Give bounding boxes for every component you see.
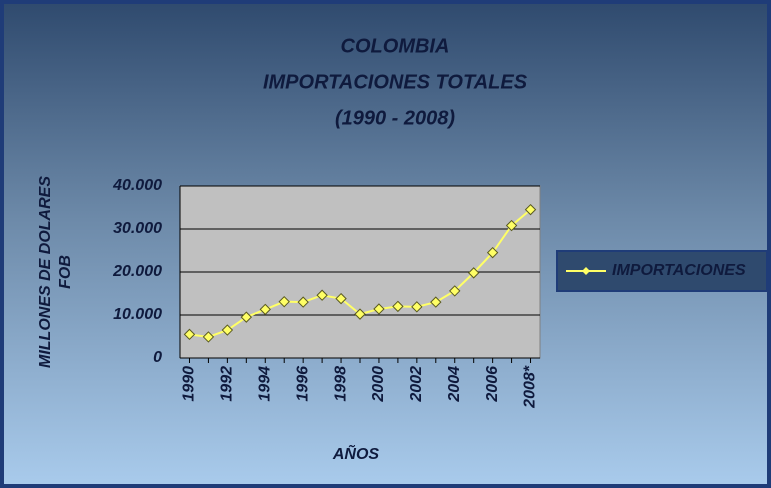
marker	[297, 296, 309, 308]
y-axis-label: MILLONES DE DOLARES	[37, 176, 54, 368]
marker	[335, 292, 347, 305]
legend-label: IMPORTACIONES	[612, 262, 746, 279]
marker	[467, 267, 480, 279]
y-tick-label: 40.000	[112, 177, 162, 194]
marker	[202, 331, 215, 343]
legend: IMPORTACIONES	[556, 250, 768, 292]
x-tick-label: 2004	[446, 366, 463, 403]
marker	[430, 296, 442, 308]
y-tick-label: 0	[153, 349, 162, 366]
chart-title: (1990 - 2008)	[335, 107, 455, 129]
x-tick-label: 1996	[294, 366, 311, 402]
marker	[411, 301, 423, 313]
y-tick-label: 20.000	[112, 263, 162, 280]
marker	[449, 285, 461, 297]
legend-marker	[582, 267, 590, 275]
marker	[373, 303, 385, 315]
marker	[240, 311, 253, 323]
x-tick-label: 1994	[256, 366, 273, 402]
marker	[486, 246, 499, 259]
marker	[259, 303, 271, 316]
x-tick-label: 2006	[484, 366, 501, 403]
x-axis-label: AÑOS	[332, 443, 380, 463]
marker	[505, 219, 518, 232]
marker	[354, 308, 366, 320]
x-tick-label: 1990	[181, 366, 198, 402]
marker	[183, 328, 196, 341]
marker	[278, 295, 290, 308]
marker	[316, 289, 328, 301]
marker	[392, 300, 404, 313]
x-tick-label: 1998	[332, 366, 349, 402]
y-tick-label: 10.000	[113, 306, 162, 323]
y-tick-label: 30.000	[113, 220, 162, 237]
marker	[221, 324, 234, 336]
x-tick-label: 2008*	[522, 365, 539, 409]
x-tick-label: 1992	[219, 366, 236, 402]
x-tick-label: 2000	[370, 366, 387, 403]
chart-title: COLOMBIA	[341, 35, 450, 57]
y-axis-label: FOB	[57, 255, 74, 289]
x-tick-label: 2002	[408, 366, 425, 403]
marker	[524, 203, 537, 216]
chart-title: IMPORTACIONES TOTALES	[263, 71, 528, 93]
